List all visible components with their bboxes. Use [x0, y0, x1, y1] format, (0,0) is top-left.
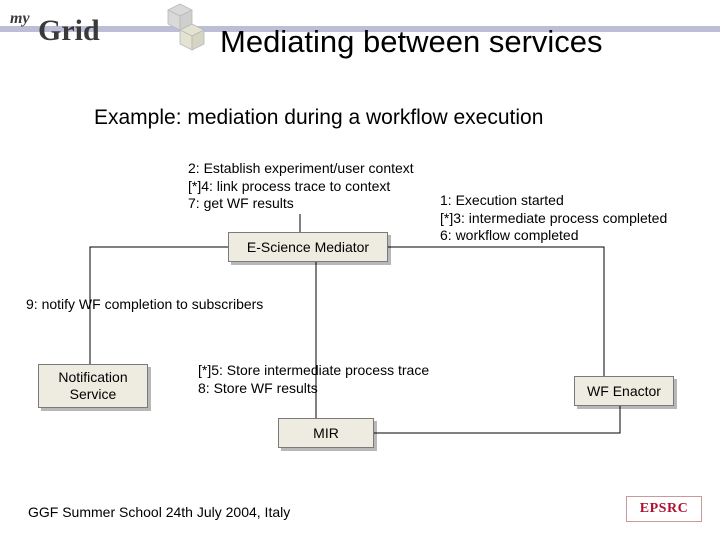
node-label: Notification Service	[58, 369, 127, 403]
subtitle: Example: mediation during a workflow exe…	[94, 106, 543, 130]
epsrc-logo: EPSRC	[626, 496, 702, 522]
label-store: [*]5: Store intermediate process trace 8…	[198, 362, 429, 397]
logo-my: my	[10, 10, 30, 27]
label-line: 7: get WF results	[188, 195, 414, 213]
logo: my Grid	[10, 10, 30, 28]
edges	[0, 0, 720, 540]
label-line: [*]3: intermediate process completed	[440, 210, 667, 228]
node-label: E-Science Mediator	[247, 239, 369, 256]
node-mir: MIR	[278, 418, 374, 448]
cube-icon	[140, 0, 220, 60]
logo-grid: Grid	[38, 14, 100, 48]
node-notification: Notification Service	[38, 364, 148, 408]
label-line: [*]5: Store intermediate process trace	[198, 362, 429, 380]
label-line: 8: Store WF results	[198, 380, 429, 398]
label-notify: 9: notify WF completion to subscribers	[26, 296, 263, 314]
node-mediator: E-Science Mediator	[228, 232, 388, 262]
label-line: 1: Execution started	[440, 192, 667, 210]
footer-text: GGF Summer School 24th July 2004, Italy	[28, 504, 290, 520]
node-wf-enactor: WF Enactor	[574, 376, 674, 406]
label-line: [*]4: link process trace to context	[188, 178, 414, 196]
label-left-top: 2: Establish experiment/user context [*]…	[188, 160, 414, 213]
label-line: 2: Establish experiment/user context	[188, 160, 414, 178]
label-line: 6: workflow completed	[440, 227, 667, 245]
node-label: WF Enactor	[587, 383, 661, 400]
page-title: Mediating between services	[220, 24, 603, 60]
node-label: MIR	[313, 425, 339, 442]
label-right-top: 1: Execution started [*]3: intermediate …	[440, 192, 667, 245]
